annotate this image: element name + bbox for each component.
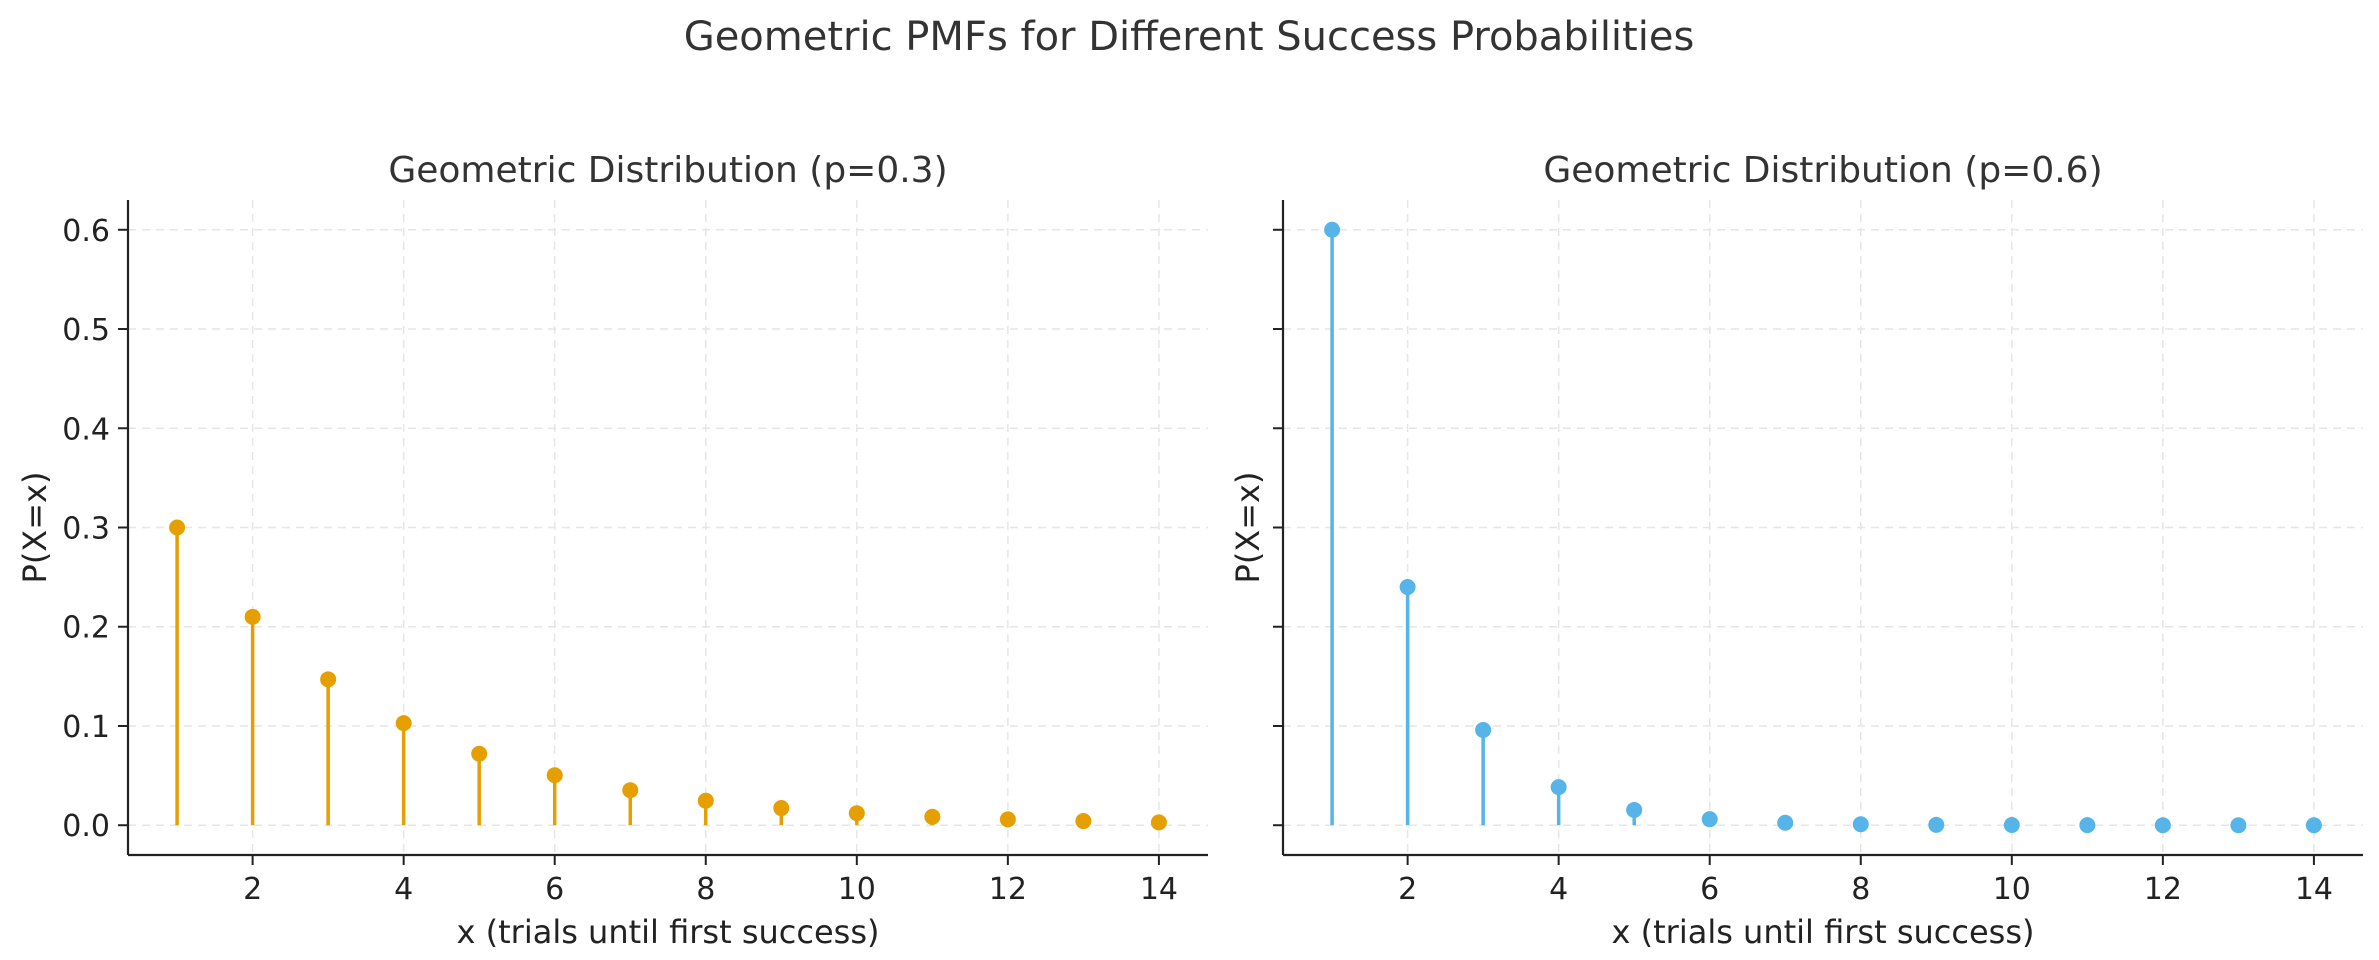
stem-marker	[622, 782, 639, 799]
stem-marker	[1701, 811, 1718, 828]
stem-marker	[1475, 721, 1492, 738]
x-tick-label: 6	[545, 872, 564, 907]
y-tick-label: 0.3	[62, 512, 110, 547]
y-tick-label: 0.0	[62, 809, 110, 844]
y-tick-label: 0.5	[62, 313, 110, 348]
x-tick-label: 6	[1700, 872, 1719, 907]
x-tick-label: 10	[838, 872, 876, 907]
stem-marker	[1852, 816, 1869, 833]
stem-marker	[1626, 801, 1643, 818]
stem-marker	[395, 715, 412, 732]
stem-marker	[2079, 817, 2096, 834]
x-tick-label: 4	[1549, 872, 1568, 907]
stem-marker	[320, 671, 337, 688]
stem-marker	[924, 808, 941, 825]
x-tick-label: 10	[1993, 872, 2031, 907]
stem-marker	[546, 767, 563, 784]
subplot-title: Geometric Distribution (p=0.3)	[388, 150, 947, 191]
stem-marker	[2230, 817, 2247, 834]
x-tick-label: 12	[2144, 872, 2182, 907]
subplot-p03: 2 4 6 8 10 12 14 0.0 0.1 0.2 0.3 0.4 0.5 0.6 Geometric…	[16, 150, 1208, 951]
subplot-title: Geometric Distribution (p=0.6)	[1543, 150, 2102, 191]
stem-marker	[773, 800, 790, 817]
y-tick-label: 0.4	[62, 412, 110, 447]
y-tick-label: 0.2	[62, 611, 110, 646]
stem-marker	[1324, 221, 1341, 238]
stem-marker	[1075, 813, 1092, 830]
y-tick-label: 0.6	[62, 214, 110, 249]
stem-marker	[1777, 814, 1794, 831]
x-tick-label: 2	[1398, 872, 1417, 907]
x-tick-label: 8	[1851, 872, 1870, 907]
x-axis-label: x (trials until first success)	[1612, 913, 2035, 951]
stem-marker	[697, 792, 714, 809]
x-axis-label: x (trials until first success)	[457, 913, 880, 951]
x-tick-label: 14	[2295, 872, 2333, 907]
stem-marker	[1550, 779, 1567, 796]
stem-marker	[1399, 579, 1416, 596]
stem-marker	[999, 811, 1016, 828]
stem-marker	[1928, 816, 1945, 833]
stem-marker	[1150, 814, 1167, 831]
y-axis-label: P(X=x)	[16, 472, 54, 584]
x-tick-label: 14	[1140, 872, 1178, 907]
x-tick-label: 8	[696, 872, 715, 907]
stem-marker	[2305, 817, 2322, 834]
stem-marker	[2003, 817, 2020, 834]
y-tick-label: 0.1	[62, 710, 110, 745]
x-tick-label: 12	[989, 872, 1027, 907]
figure-title: Geometric PMFs for Different Success Pro…	[684, 14, 1695, 60]
x-tick-label: 4	[394, 872, 413, 907]
stem-marker	[169, 519, 186, 536]
stem-marker	[2154, 817, 2171, 834]
stem-marker	[244, 608, 261, 625]
y-axis-label: P(X=x)	[1229, 472, 1267, 584]
x-tick-label: 2	[243, 872, 262, 907]
subplot-p06: 2 4 6 8 10 12 14 Geometric Distribution (p=0.6)…	[1229, 150, 2363, 951]
stem-marker	[471, 745, 488, 762]
stem-marker	[848, 805, 865, 822]
